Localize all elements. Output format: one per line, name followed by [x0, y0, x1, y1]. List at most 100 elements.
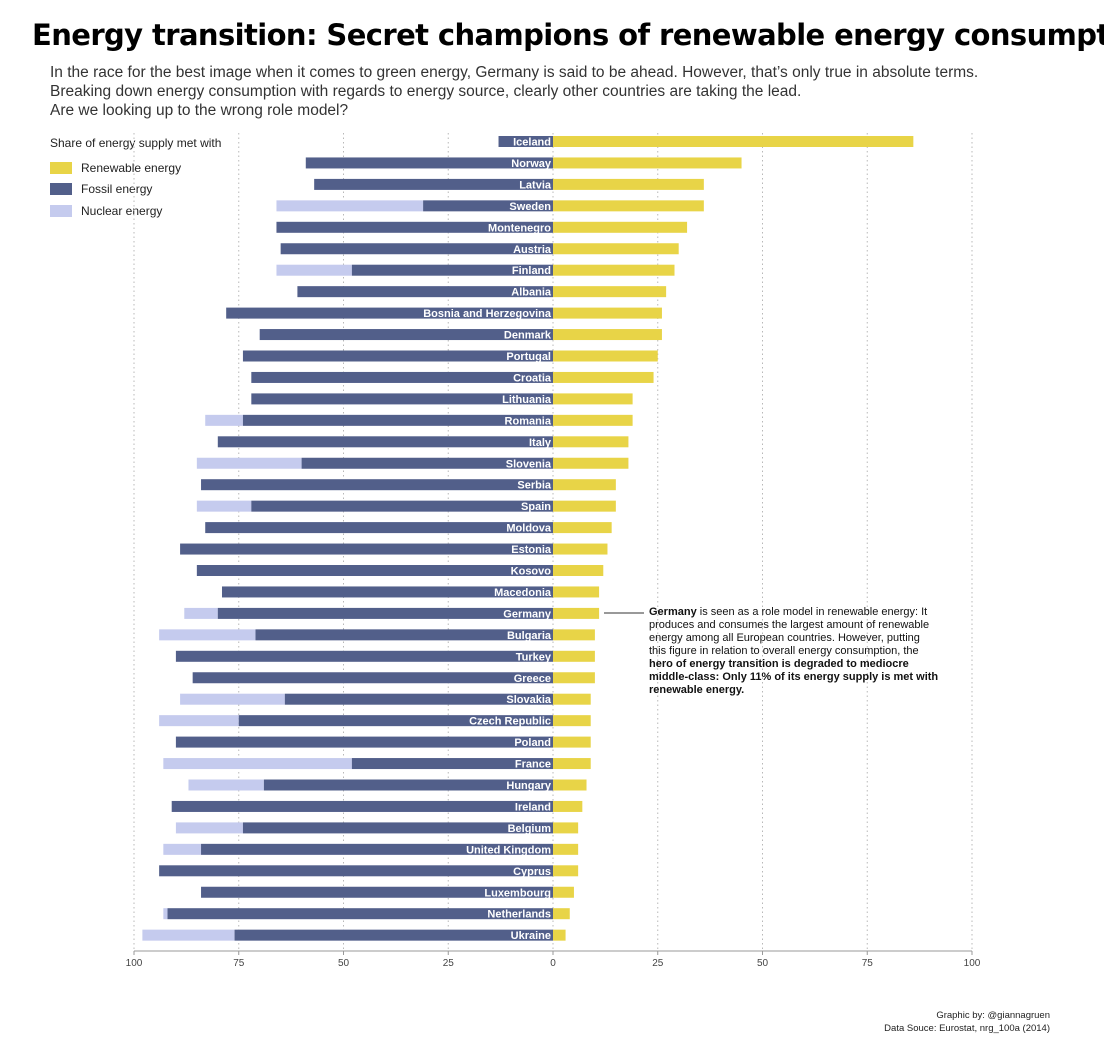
country-label: Estonia	[511, 544, 552, 556]
country-label: Lithuania	[502, 394, 552, 406]
bar-fossil	[167, 908, 553, 920]
bar-renewable	[553, 800, 583, 812]
country-label: Montenegro	[488, 222, 551, 234]
country-label: Moldova	[506, 523, 551, 535]
tick-label: 25	[443, 958, 455, 969]
bar-fossil	[351, 264, 553, 276]
bar-renewable	[553, 414, 633, 426]
annotation-bold-1: Germany	[649, 606, 697, 618]
bar-nuclear	[163, 908, 168, 920]
bar-renewable	[553, 779, 587, 791]
legend-label-fossil: Fossil energy	[81, 182, 153, 197]
subtitle-line-1: In the race for the best image when it c…	[50, 64, 979, 81]
country-label: Denmark	[504, 330, 552, 342]
country-label: Poland	[514, 737, 551, 749]
annotation-bold-2: hero of energy transition is degraded to…	[649, 658, 939, 696]
bar-renewable	[553, 200, 704, 212]
bar-nuclear	[159, 629, 256, 641]
bar-renewable	[553, 136, 914, 147]
bar-renewable	[553, 758, 591, 770]
country-label: Luxembourg	[484, 887, 551, 899]
bar-nuclear	[205, 414, 243, 426]
country-label: Albania	[511, 287, 552, 299]
country-label: Iceland	[513, 137, 551, 149]
page-title: Energy transition: Secret champions of r…	[32, 18, 1104, 52]
bar-nuclear	[196, 500, 252, 512]
bar-fossil	[351, 758, 553, 770]
bar-renewable	[553, 264, 675, 276]
country-label: Hungary	[506, 780, 552, 792]
legend-label-nuclear: Nuclear energy	[81, 203, 163, 218]
country-label: Bulgaria	[507, 630, 552, 642]
bar-fossil	[314, 178, 553, 190]
fossil-swatch-icon	[50, 183, 72, 196]
bar-fossil	[255, 629, 553, 641]
bar-renewable	[553, 565, 604, 576]
bar-fossil	[242, 350, 553, 362]
bar-renewable	[553, 715, 591, 727]
country-label: Serbia	[517, 480, 552, 492]
subtitle-line-3: Are we looking up to the wrong role mode…	[50, 102, 349, 119]
bar-renewable	[553, 650, 595, 662]
country-label: Finland	[512, 265, 551, 277]
country-label: Germany	[503, 608, 552, 620]
bar-fossil	[238, 715, 553, 727]
bar-fossil	[217, 607, 554, 619]
bar-fossil	[251, 371, 553, 383]
bar-fossil	[192, 672, 553, 684]
country-label: Sweden	[509, 201, 551, 213]
bar-renewable	[553, 286, 667, 298]
tick-label: 75	[862, 958, 874, 969]
bar-nuclear	[188, 779, 264, 791]
legend-item-renewable: Renewable energy	[50, 157, 221, 179]
bar-fossil	[242, 822, 553, 834]
bar-renewable	[553, 908, 570, 920]
bar-fossil	[196, 565, 553, 576]
country-label: Kosovo	[511, 566, 552, 578]
bar-renewable	[553, 543, 608, 555]
credit-author: Graphic by: @giannagruen	[936, 1010, 1050, 1021]
bar-fossil	[159, 865, 553, 877]
bar-renewable	[553, 371, 654, 383]
country-label: Croatia	[513, 372, 552, 384]
bar-fossil	[242, 414, 553, 426]
bar-renewable	[553, 736, 591, 748]
country-label: Slovakia	[506, 694, 552, 706]
bar-nuclear	[163, 843, 202, 855]
bar-renewable	[553, 479, 616, 491]
country-label: Bosnia and Herzegovina	[423, 308, 552, 320]
tick-label: 75	[233, 958, 245, 969]
country-label: Slovenia	[506, 458, 552, 470]
bar-renewable	[553, 436, 629, 448]
legend-title: Share of energy supply met with	[50, 136, 222, 150]
country-label: Greece	[514, 673, 551, 685]
country-label: France	[515, 759, 551, 771]
subtitle-line-2: Breaking down energy consumption with re…	[50, 83, 802, 100]
bar-renewable	[553, 693, 591, 705]
bar-renewable	[553, 221, 688, 233]
legend-item-nuclear: Nuclear energy	[50, 200, 221, 222]
country-label: Norway	[511, 158, 552, 170]
bars: Iceland Norway Latvia Sweden Montenegro Austr…	[142, 136, 914, 942]
bar-renewable	[553, 672, 595, 684]
bar-fossil	[234, 929, 553, 941]
bar-fossil	[180, 543, 553, 555]
legend-label-renewable: Renewable energy	[81, 160, 182, 175]
bar-renewable	[553, 350, 658, 362]
bar-renewable	[553, 457, 629, 469]
bar-nuclear	[175, 822, 243, 834]
bar-nuclear	[180, 693, 285, 705]
bar-fossil	[259, 329, 553, 341]
bar-renewable	[553, 329, 662, 341]
bar-renewable	[553, 500, 616, 512]
bar-nuclear	[276, 200, 424, 212]
credit-source: Data Souce: Eurostat, nrg_100a (2014)	[884, 1023, 1050, 1034]
tick-label: 50	[338, 958, 350, 969]
bar-fossil	[171, 800, 553, 812]
country-label: Netherlands	[487, 909, 551, 921]
bar-renewable	[553, 178, 704, 190]
bar-renewable	[553, 522, 612, 534]
germany-annotation: Germany is seen as a role model in renew…	[649, 606, 939, 697]
bar-fossil	[301, 457, 553, 469]
bar-fossil	[251, 500, 553, 512]
